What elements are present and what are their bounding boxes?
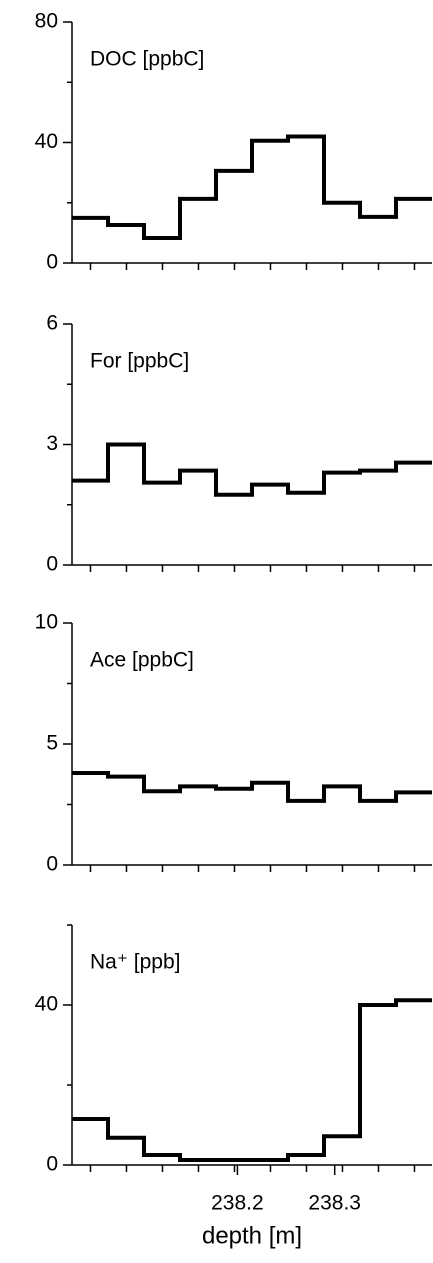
step-line [72, 771, 432, 803]
x-tick-label: 238.2 [211, 1192, 264, 1215]
step-line [72, 134, 432, 240]
y-tick-label: 6 [46, 312, 58, 335]
step-line [72, 442, 432, 497]
y-tick-label: 0 [46, 853, 58, 876]
panel-title: For [ppbC] [90, 350, 189, 373]
y-tick-label: 5 [46, 732, 58, 755]
panel-title: Ace [ppbC] [90, 649, 194, 672]
y-tick-label: 0 [46, 1153, 58, 1176]
panel-title: Na⁺ [ppb] [90, 951, 180, 974]
y-tick-label: 0 [46, 553, 58, 576]
y-tick-label: 10 [35, 611, 58, 634]
step-line [72, 998, 432, 1162]
y-tick-label: 3 [46, 432, 58, 455]
y-tick-label: 80 [35, 10, 58, 33]
y-tick-label: 40 [35, 993, 58, 1016]
y-tick-label: 0 [46, 251, 58, 274]
panel-title: DOC [ppbC] [90, 48, 204, 71]
y-tick-label: 40 [35, 130, 58, 153]
x-axis-label: depth [m] [202, 1222, 302, 1249]
x-tick-label: 238.3 [308, 1192, 361, 1215]
